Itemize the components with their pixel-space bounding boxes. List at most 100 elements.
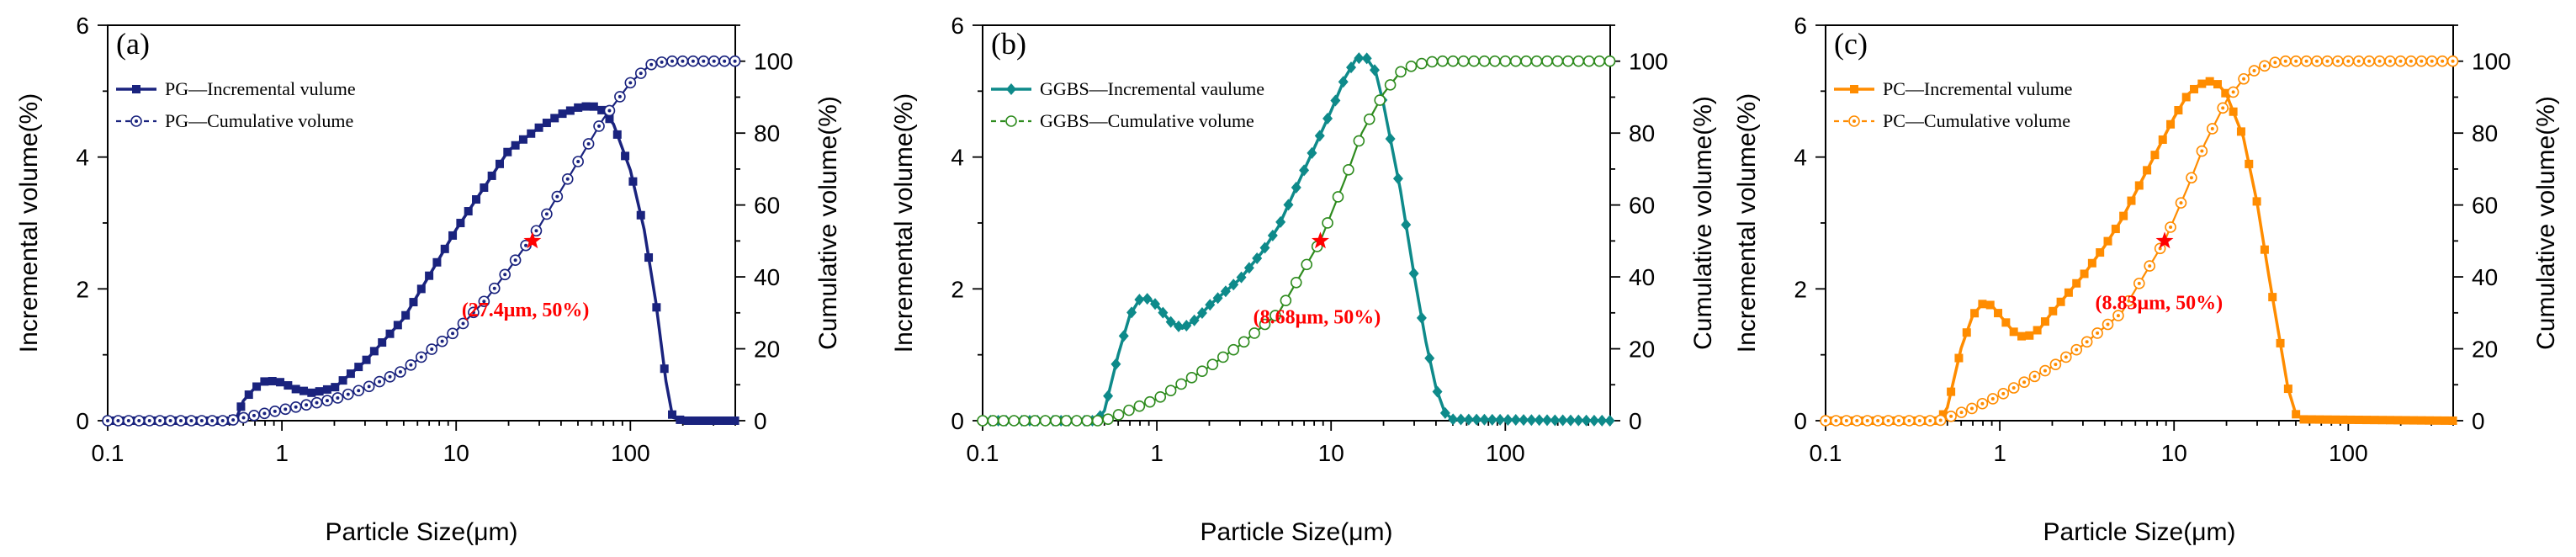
cumulative-marker [1269, 310, 1281, 321]
cumulative-marker [1206, 358, 1219, 370]
incremental-marker [2064, 288, 2073, 297]
cumulative-marker [614, 91, 626, 103]
incremental-marker [2362, 416, 2372, 425]
cumulative-marker [2259, 60, 2271, 72]
y-tick-label: 2 [951, 276, 964, 302]
incremental-marker [2001, 318, 2011, 327]
incremental-marker [1369, 64, 1380, 77]
incremental-marker [2025, 331, 2034, 340]
incremental-marker [307, 388, 316, 397]
cumulative-marker [603, 104, 616, 117]
incremental-marker [2346, 415, 2356, 424]
y2-tick-label: 0 [2472, 408, 2485, 434]
incremental-marker [1392, 172, 1403, 185]
incremental-marker [2409, 416, 2418, 425]
y-tick-label: 4 [951, 145, 964, 171]
cumulative-marker [289, 401, 302, 413]
cumulative-marker [1541, 55, 1553, 67]
cumulative-marker [666, 55, 678, 67]
incremental-marker [2158, 135, 2167, 144]
cumulative-marker [175, 415, 187, 427]
incremental-marker [1228, 278, 1239, 291]
cumulative-marker [1060, 415, 1073, 427]
cumulative-marker [1478, 55, 1491, 67]
incremental-marker [1314, 130, 1325, 142]
incremental-marker [1534, 414, 1545, 427]
incremental-marker [2181, 93, 2191, 102]
incremental-marker [409, 298, 418, 307]
d50-star-marker [2155, 231, 2174, 249]
incremental-marker [2087, 258, 2096, 268]
incremental-marker [1588, 414, 1599, 427]
incremental-marker [1408, 267, 1419, 279]
incremental-marker [2354, 416, 2363, 425]
cumulative-marker [1144, 395, 1156, 408]
incremental-marker [1495, 413, 1506, 426]
cumulative-marker [2112, 310, 2124, 321]
incremental-marker [2119, 211, 2128, 220]
incremental-marker [1346, 61, 1357, 74]
incremental-marker [244, 390, 253, 400]
cumulative-marker [2363, 55, 2375, 67]
cumulative-marker [2425, 55, 2438, 67]
cumulative-marker [2290, 55, 2302, 67]
incremental-marker [589, 102, 598, 111]
incremental-marker [1189, 314, 1200, 326]
incremental-marker [331, 383, 340, 392]
incremental-marker [1954, 353, 1964, 363]
cumulative-marker [1893, 415, 1905, 427]
cumulative-marker [279, 403, 292, 416]
cumulative-marker [321, 395, 333, 406]
cumulative-marker [300, 399, 312, 411]
cumulative-marker [2165, 221, 2176, 233]
incremental-marker [1962, 328, 1971, 337]
incremental-marker [2049, 306, 2058, 316]
incremental-marker [1173, 320, 1184, 332]
y2-tick-label: 100 [1629, 49, 1668, 75]
cumulative-marker [154, 415, 166, 427]
incremental-marker [1542, 414, 1553, 427]
cumulative-marker [1924, 415, 1937, 427]
incremental-marker [268, 377, 277, 385]
cumulative-marker [2352, 55, 2365, 67]
cumulative-marker [708, 55, 720, 67]
cumulative-marker [729, 55, 741, 67]
panel-c: 0.1 1 10 100 0 2 4 6 0 20 40 60 80 100 Particle Size(μ… [1718, 0, 2576, 557]
incremental-marker [401, 310, 411, 320]
x-tick-label: 1 [1150, 440, 1163, 466]
incremental-marker [2229, 107, 2238, 116]
incremental-marker [299, 386, 308, 395]
y2-tick-label: 0 [1629, 408, 1642, 434]
cumulative-marker [468, 306, 480, 319]
incremental-marker [1338, 76, 1349, 88]
incremental-marker [416, 284, 426, 294]
cumulative-marker [164, 415, 177, 427]
cumulative-marker [447, 327, 458, 340]
cumulative-marker [1280, 294, 1292, 306]
incremental-marker [2370, 416, 2379, 425]
d50-star-marker [523, 231, 542, 249]
incremental-marker [1354, 52, 1365, 65]
incremental-marker [550, 114, 559, 123]
y2-tick-label: 40 [2472, 264, 2498, 290]
incremental-marker [1385, 132, 1396, 145]
incremental-marker [1565, 414, 1576, 427]
cumulative-marker [1499, 55, 1512, 67]
x-tick-label: 10 [443, 440, 469, 466]
incremental-marker [1581, 414, 1592, 427]
incremental-marker [2432, 416, 2441, 425]
incremental-marker [315, 387, 324, 396]
incremental-marker [2401, 416, 2410, 425]
x-tick-label: 0.1 [92, 440, 125, 466]
incremental-marker [2205, 77, 2214, 86]
cumulative-marker [258, 407, 271, 420]
cumulative-marker [2415, 55, 2428, 67]
y-tick-label: 6 [76, 13, 89, 39]
cumulative-marker [415, 351, 427, 363]
cumulative-marker [2217, 102, 2229, 114]
cumulative-marker [1112, 409, 1125, 421]
legend-entry: GGBS—Cumulative volume [1040, 110, 1254, 131]
incremental-marker [534, 123, 543, 132]
incremental-marker [2299, 415, 2308, 424]
cumulative-marker [676, 55, 689, 67]
